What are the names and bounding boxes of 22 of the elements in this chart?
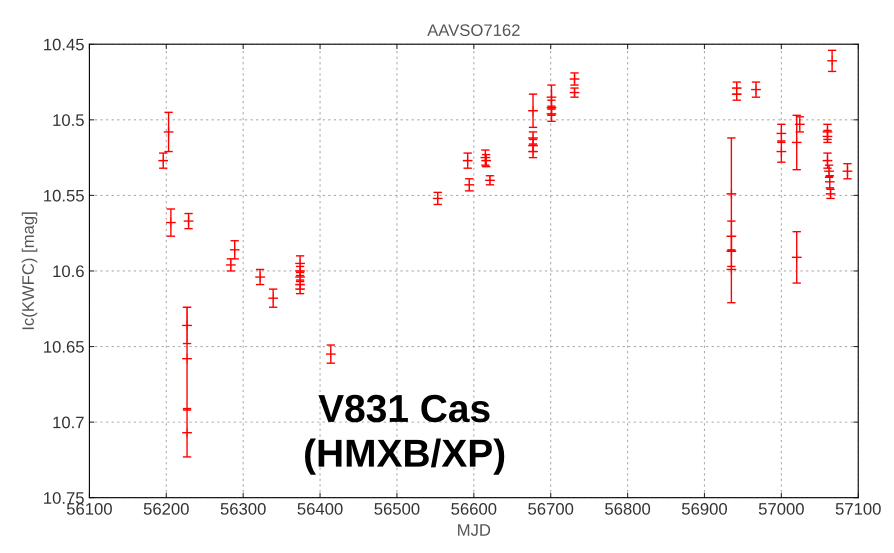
x-axis-title: MJD [458, 524, 490, 536]
x-tick-label: 56700 [528, 503, 574, 515]
x-tick-label: 56300 [220, 503, 266, 515]
x-tick-label: 56900 [682, 503, 727, 515]
y-tick-label: 10.65 [44, 340, 84, 353]
x-tick-label: 56600 [451, 503, 496, 515]
x-tick-label: 56400 [298, 503, 343, 515]
y-tick-label: 10.45 [44, 38, 84, 50]
y-tick-label: 10.75 [44, 492, 84, 504]
y-tick-label: 10.6 [53, 265, 84, 278]
annotation: V831 Cas (HMXB/XP) [305, 394, 504, 475]
x-tick-label: 56800 [605, 503, 650, 515]
y-tick-label: 10.55 [44, 190, 84, 202]
x-tick-label: 57100 [836, 503, 881, 515]
chart-title: AAVSO7162 [427, 24, 520, 36]
x-tick-label: 57000 [758, 503, 804, 515]
y-tick-label: 10.5 [53, 114, 84, 126]
x-tick-label: 56500 [374, 503, 420, 515]
y-tick-label: 10.7 [53, 416, 84, 428]
y-axis-title: Ic(KWFC) [mag] [22, 212, 38, 330]
x-tick-label: 56100 [66, 503, 112, 515]
x-tick-label: 56200 [144, 503, 189, 515]
